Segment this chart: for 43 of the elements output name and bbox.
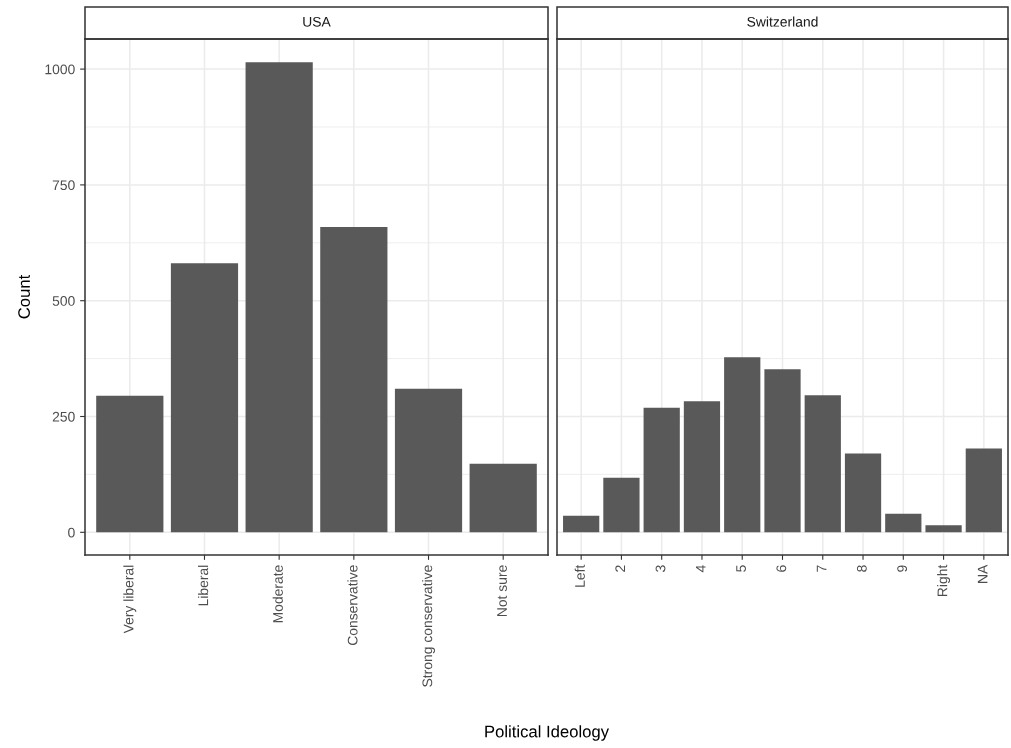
bar <box>643 407 680 533</box>
bar <box>804 395 841 533</box>
bar <box>394 388 463 533</box>
chart-title: USA <box>303 16 331 27</box>
bar <box>320 227 388 533</box>
chart-title: Switzerland <box>747 16 818 27</box>
x-tick-label: Right <box>937 564 951 596</box>
bar <box>844 453 882 533</box>
x-tick-label: Not sure <box>497 565 507 617</box>
bar <box>170 263 239 533</box>
bar <box>469 463 537 533</box>
y-axis-title: Count <box>18 274 30 319</box>
y-tick-label: 1000 <box>45 64 75 75</box>
bar <box>245 62 313 533</box>
y-tick-label: 0 <box>68 527 75 538</box>
bar <box>885 513 922 533</box>
x-tick-label: 8 <box>856 565 867 572</box>
bar <box>764 369 801 533</box>
bar <box>683 401 721 533</box>
x-tick-label: Left <box>574 564 585 587</box>
x-tick-label: Strong conservative <box>422 565 435 687</box>
y-tick-label: 500 <box>52 296 75 306</box>
bar <box>603 477 640 533</box>
x-tick-label: 7 <box>816 565 827 572</box>
bar <box>96 395 164 533</box>
x-tick-label: 5 <box>736 565 746 572</box>
y-tick-label: 250 <box>52 411 75 422</box>
x-tick-label: Moderate <box>272 565 283 623</box>
x-tick-label: 4 <box>696 565 706 573</box>
x-tick-label: 3 <box>655 565 666 572</box>
x-tick-label: NA <box>977 564 988 583</box>
bar <box>965 448 1002 533</box>
x-tick-label: Very liberal <box>123 565 137 634</box>
bar <box>563 515 600 533</box>
bar <box>724 357 761 533</box>
x-tick-label: Conservative <box>347 565 358 646</box>
x-tick-label: Liberal <box>198 565 209 606</box>
bar <box>925 525 962 533</box>
x-tick-label: 9 <box>897 565 908 572</box>
x-tick-label: 6 <box>776 565 787 572</box>
x-tick-label: 2 <box>615 565 626 572</box>
y-tick-label: 750 <box>52 180 75 191</box>
x-axis-title: Political Ideology <box>485 725 610 741</box>
